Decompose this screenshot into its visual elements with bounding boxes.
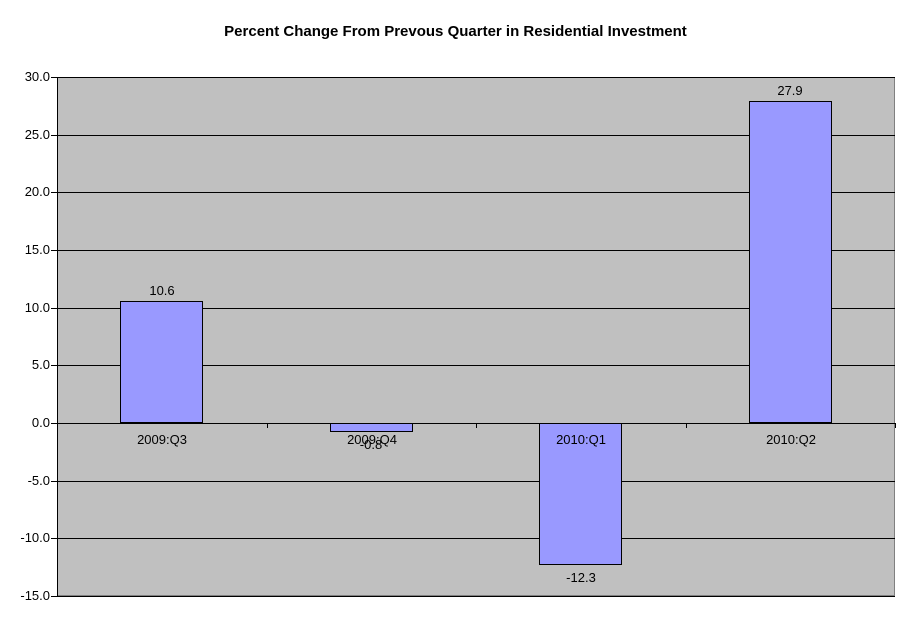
- category-label: 2009:Q4: [347, 432, 397, 447]
- gridline: [57, 308, 895, 309]
- y-tick-label: 30.0: [24, 69, 50, 84]
- category-axis-tick: [476, 423, 477, 428]
- y-tick-label: -5.0: [27, 473, 50, 488]
- y-tick-label: 10.0: [24, 300, 50, 315]
- y-axis-tick: [51, 135, 57, 136]
- gridline: [57, 596, 895, 597]
- y-tick-label: 0.0: [31, 415, 50, 430]
- bar-2009:Q3: [120, 301, 203, 423]
- gridline: [57, 135, 895, 136]
- y-axis-tick: [51, 192, 57, 193]
- y-tick-label: -10.0: [20, 530, 50, 545]
- category-label: 2010:Q2: [766, 432, 816, 447]
- y-axis-line: [57, 77, 58, 596]
- y-axis-tick: [51, 250, 57, 251]
- y-axis-tick: [51, 77, 57, 78]
- bar-2010:Q1: [539, 423, 622, 565]
- y-axis-tick: [51, 596, 57, 597]
- category-axis-tick: [686, 423, 687, 428]
- y-axis-tick: [51, 308, 57, 309]
- category-label: 2009:Q3: [137, 432, 187, 447]
- y-axis-tick: [51, 423, 57, 424]
- chart-title: Percent Change From Prevous Quarter in R…: [224, 23, 687, 40]
- category-label: 2010:Q1: [556, 432, 606, 447]
- bar-2009:Q4: [330, 423, 413, 432]
- category-axis-tick: [267, 423, 268, 428]
- y-axis-tick: [51, 365, 57, 366]
- category-axis-tick: [895, 423, 896, 428]
- y-tick-label: 5.0: [31, 357, 50, 372]
- y-tick-label: 25.0: [24, 127, 50, 142]
- y-tick-label: 15.0: [24, 242, 50, 257]
- gridline: [57, 481, 895, 482]
- gridline: [57, 77, 895, 78]
- data-label: -12.3: [566, 570, 596, 585]
- y-tick-label: -15.0: [20, 588, 50, 603]
- gridline: [57, 250, 895, 251]
- y-axis-tick: [51, 481, 57, 482]
- data-label: 27.9: [777, 83, 803, 98]
- gridline: [57, 538, 895, 539]
- category-axis-tick: [57, 423, 58, 428]
- data-label: 10.6: [149, 283, 175, 298]
- data-label: -0.8: [359, 437, 383, 452]
- y-axis-tick: [51, 538, 57, 539]
- gridline: [57, 192, 895, 193]
- gridline: [57, 365, 895, 366]
- bar-2010:Q2: [749, 101, 832, 423]
- y-tick-label: 20.0: [24, 184, 50, 199]
